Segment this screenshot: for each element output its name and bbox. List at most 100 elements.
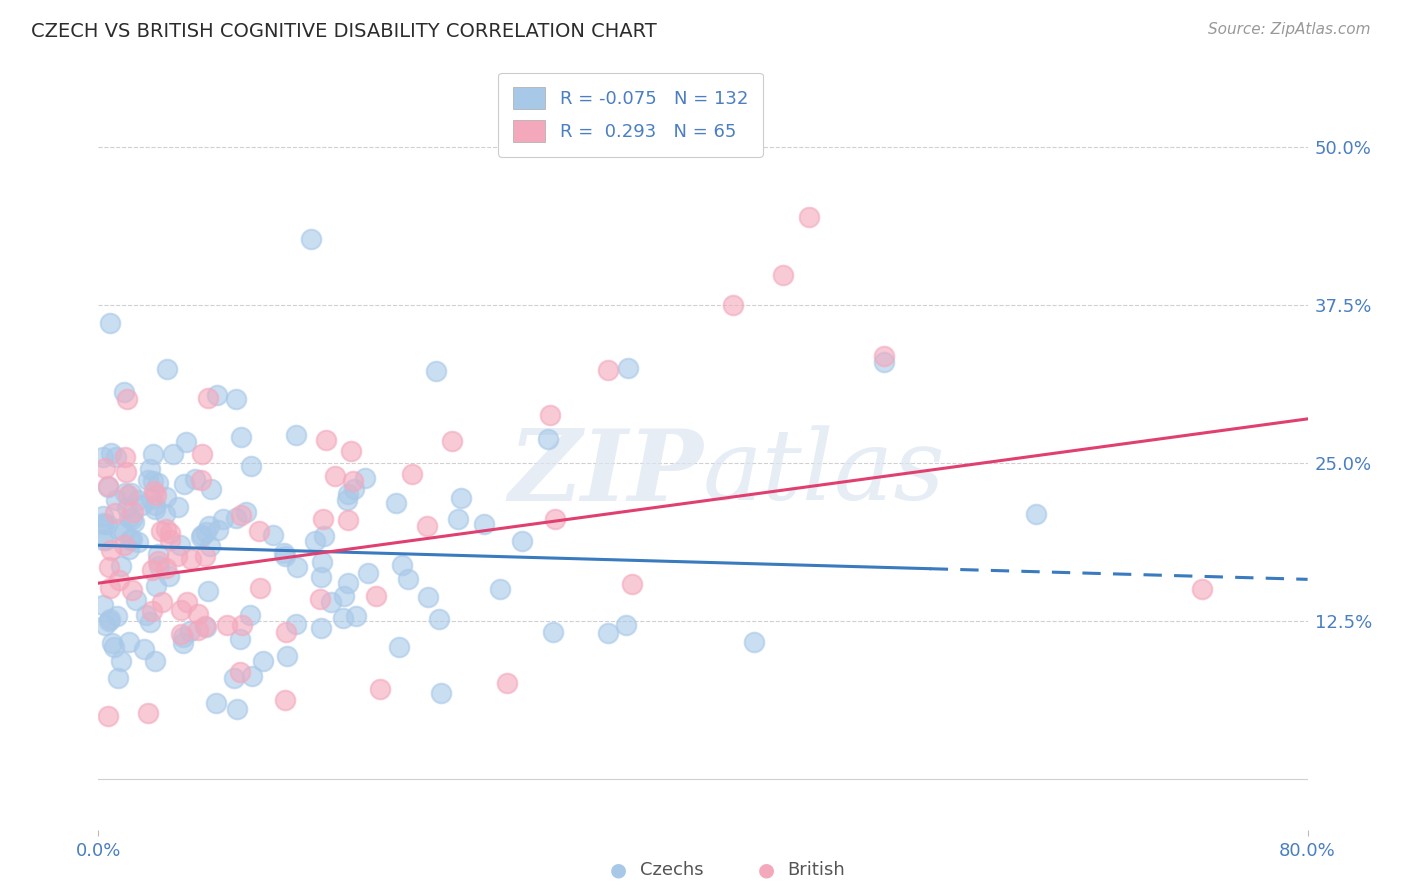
Point [91, 509, 114, 524]
Point [105, 450, 128, 464]
Point [141, 563, 163, 577]
Point [204, 697, 226, 711]
Point [142, 447, 165, 461]
Point [142, 474, 165, 488]
Point [427, 612, 450, 626]
Point [311, 570, 333, 584]
Point [197, 584, 219, 599]
Point [212, 512, 235, 526]
Point [229, 632, 252, 646]
Point [312, 529, 335, 543]
Point [97, 480, 120, 494]
Point [105, 609, 128, 624]
Text: ●: ● [610, 860, 627, 880]
Point [621, 576, 644, 591]
Point [169, 538, 191, 552]
Point [112, 524, 135, 539]
Point [94, 461, 117, 475]
Legend: R = -0.075   N = 132, R =  0.293   N = 65: R = -0.075 N = 132, R = 0.293 N = 65 [498, 73, 762, 157]
Point [772, 268, 794, 283]
Point [231, 508, 253, 522]
Point [273, 549, 295, 563]
Point [339, 443, 361, 458]
Point [273, 546, 295, 560]
Point [332, 611, 354, 625]
Point [98, 560, 121, 574]
Point [240, 669, 263, 683]
Point [450, 491, 472, 505]
Point [97, 708, 120, 723]
Point [146, 476, 169, 491]
Point [285, 616, 308, 631]
Point [614, 618, 637, 632]
Point [100, 446, 122, 460]
Point [153, 508, 176, 522]
Text: Czechs: Czechs [640, 861, 703, 879]
Point [143, 498, 166, 512]
Point [156, 362, 179, 376]
Point [235, 505, 257, 519]
Point [104, 506, 127, 520]
Point [309, 621, 332, 635]
Point [343, 482, 366, 496]
Point [136, 473, 159, 487]
Point [333, 589, 356, 603]
Point [100, 582, 122, 596]
Point [249, 581, 271, 595]
Point [416, 519, 439, 533]
Point [127, 534, 149, 549]
Point [617, 360, 640, 375]
Point [312, 512, 335, 526]
Point [108, 573, 131, 587]
Point [274, 693, 297, 707]
Point [167, 500, 190, 514]
Point [125, 593, 148, 607]
Point [122, 505, 145, 519]
Point [136, 706, 159, 720]
Point [94, 618, 117, 632]
Point [194, 549, 217, 563]
Point [155, 490, 177, 504]
Point [157, 569, 180, 583]
Point [127, 493, 149, 508]
Point [368, 681, 391, 696]
Point [440, 434, 463, 448]
Point [172, 630, 194, 644]
Point [139, 615, 162, 629]
Point [110, 654, 132, 668]
Point [429, 686, 451, 700]
Point [139, 462, 162, 476]
Point [873, 349, 896, 363]
Point [472, 516, 495, 531]
Point [145, 488, 167, 502]
Point [146, 547, 169, 561]
Point [114, 466, 136, 480]
Point [723, 298, 745, 312]
Point [118, 635, 141, 649]
Point [132, 641, 155, 656]
Point [596, 625, 619, 640]
Point [190, 528, 212, 542]
Point [142, 484, 165, 499]
Point [226, 701, 249, 715]
Point [112, 538, 135, 552]
Point [139, 492, 162, 507]
Point [447, 512, 470, 526]
Point [276, 648, 298, 663]
Point [91, 450, 114, 464]
Point [336, 487, 359, 501]
Point [252, 654, 274, 668]
Point [145, 579, 167, 593]
Point [195, 525, 218, 540]
Point [198, 519, 221, 533]
Point [148, 554, 170, 568]
Point [315, 433, 337, 447]
Point [342, 475, 364, 489]
Point [262, 527, 284, 541]
Point [512, 533, 534, 548]
Point [100, 542, 122, 557]
Text: Source: ZipAtlas.com: Source: ZipAtlas.com [1208, 22, 1371, 37]
Point [418, 590, 440, 604]
Point [169, 602, 191, 616]
Point [488, 582, 510, 597]
